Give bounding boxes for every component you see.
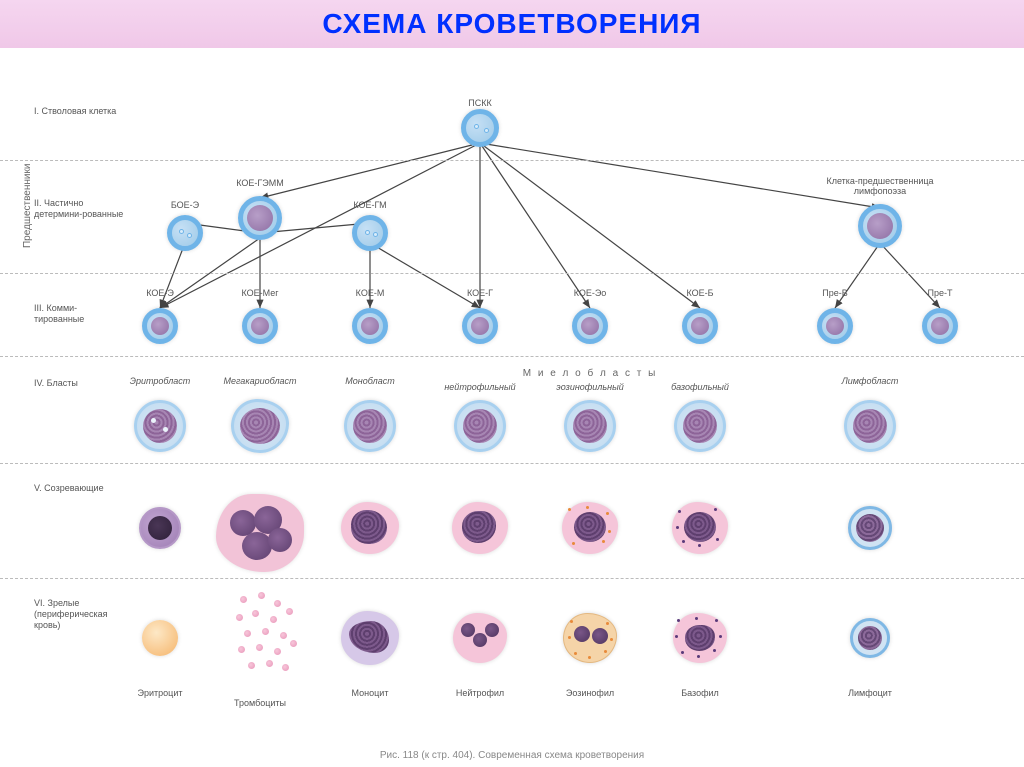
cell-myelocyte-eo [562, 502, 618, 554]
row4-label: IV. Бласты [34, 378, 78, 389]
cell-monoblast [344, 400, 396, 452]
cell-thrombocytes [230, 588, 310, 688]
cell-koe-gm [352, 215, 388, 251]
cell-myelocyte-neutro [452, 502, 508, 554]
monoblast-label: Монобласт [345, 376, 394, 386]
myel-baso-label: базофильный [671, 382, 729, 392]
cell-pre-b [817, 308, 853, 344]
koe-eo-label: КОЕ-Эо [574, 288, 607, 298]
cell-psck [461, 109, 499, 147]
cell-koe-b [682, 308, 718, 344]
title-bar: СХЕМА КРОВЕТВОРЕНИЯ [0, 0, 1024, 48]
cell-koe-eo [572, 308, 608, 344]
cell-prolymphocyte [848, 506, 892, 550]
cell-lympho-prec [858, 204, 902, 248]
erythroblast-label: Эритробласт [130, 376, 191, 386]
psck-label: ПСКК [468, 98, 491, 108]
boe-e-label: БОЕ-Э [171, 200, 199, 210]
divider-r5 [0, 578, 1024, 579]
cell-monocyte [341, 611, 399, 665]
lymphocyte-label: Лимфоцит [848, 688, 892, 698]
divider-r1 [0, 160, 1024, 161]
myeloblasts-group-label: М и е л о б л а с т ы [523, 368, 658, 379]
cell-myelocyte-baso [672, 502, 728, 554]
cell-boe-e [167, 215, 203, 251]
cell-koe-meg [242, 308, 278, 344]
cell-megakaryoblast [231, 399, 289, 453]
koe-meg-label: КОЕ-Мег [241, 288, 278, 298]
cell-lymphoblast [844, 400, 896, 452]
thrombocytes-label: Тромбоциты [234, 698, 286, 708]
basophil-label: Базофил [681, 688, 719, 698]
row3-label: III. Комми-тированные [34, 303, 114, 325]
cell-promonocyte [341, 502, 399, 554]
koe-e-label: КОЕ-Э [146, 288, 174, 298]
lymphoblast-label: Лимфобласт [842, 376, 899, 386]
pre-t-label: Пре-Т [928, 288, 953, 298]
koe-g-label: КОЕ-Г [467, 288, 493, 298]
cell-basophil [673, 613, 727, 663]
koe-b-label: КОЕ-Б [686, 288, 713, 298]
cell-erythroblast [134, 400, 186, 452]
cell-normoblast [139, 507, 181, 549]
figure-caption: Рис. 118 (к стр. 404). Современная схема… [0, 750, 1024, 761]
row1-label: I. Стволовая клетка [34, 106, 116, 117]
cell-koe-gemm [238, 196, 282, 240]
page-title: СХЕМА КРОВЕТВОРЕНИЯ [322, 8, 701, 40]
monocyte-label: Моноцит [352, 688, 389, 698]
myel-eo-label: эозинофильный [556, 382, 623, 392]
cell-pre-t [922, 308, 958, 344]
divider-r3 [0, 356, 1024, 357]
megakaryoblast-label: Мегакариобласт [223, 376, 296, 386]
erythrocyte-label: Эритроцит [138, 688, 183, 698]
cell-megakaryocyte [216, 494, 304, 572]
hematopoiesis-diagram: Предшественники I. Стволовая клетка II. … [0, 48, 1024, 767]
cell-koe-g [462, 308, 498, 344]
side-rotated-label: Предшественники [22, 164, 33, 248]
myel-neutro-label: нейтрофильный [444, 382, 515, 392]
cell-myel-neutro [454, 400, 506, 452]
row5-label: V. Созревающие [34, 483, 104, 494]
cell-eosinophil [563, 613, 617, 663]
neutrophil-label: Нейтрофил [456, 688, 504, 698]
divider-r2 [0, 273, 1024, 274]
row6-label: VI. Зрелые (периферическая кровь) [34, 598, 134, 630]
row2-label: II. Частично детермини-рованные [34, 198, 124, 220]
pre-b-label: Пре-В [822, 288, 847, 298]
cell-lymphocyte [850, 618, 890, 658]
cell-koe-m [352, 308, 388, 344]
cell-neutrophil [453, 613, 507, 663]
eosinophil-label: Эозинофил [566, 688, 614, 698]
koe-gemm-label: КОЕ-ГЭММ [236, 178, 283, 188]
cell-koe-e [142, 308, 178, 344]
cell-myel-eo [564, 400, 616, 452]
cell-erythrocyte [142, 620, 178, 656]
cell-myel-baso [674, 400, 726, 452]
divider-r4 [0, 463, 1024, 464]
koe-gm-label: КОЕ-ГМ [353, 200, 386, 210]
lympho-prec-label: Клетка-предшественница лимфопоэза [800, 176, 960, 196]
koe-m-label: КОЕ-М [356, 288, 385, 298]
